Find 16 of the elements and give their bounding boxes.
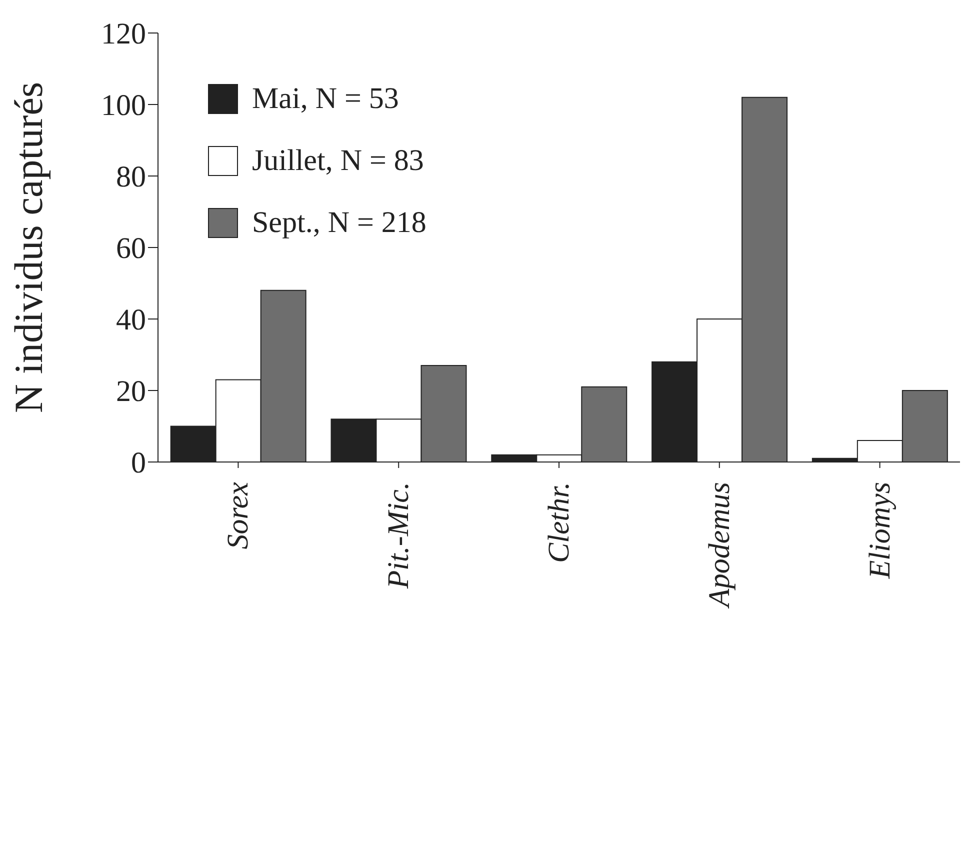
x-tick-label: Clethr. bbox=[542, 482, 576, 563]
y-tick-label: 0 bbox=[131, 446, 146, 480]
legend-label: Juillet, N = 83 bbox=[252, 144, 424, 178]
y-tick-label: 100 bbox=[101, 89, 146, 122]
x-tick-label: Apodemus bbox=[702, 482, 736, 609]
legend-label: Mai, N = 53 bbox=[252, 82, 399, 116]
y-axis-title: N individus capturés bbox=[6, 82, 52, 414]
y-tick-label: 20 bbox=[116, 375, 146, 408]
y-tick-label: 80 bbox=[116, 160, 146, 194]
x-tick-label: Sorex bbox=[222, 481, 255, 550]
y-tick-label: 120 bbox=[101, 18, 146, 51]
x-tick-label: Pit.-Mic. bbox=[382, 482, 416, 590]
legend-label: Sept., N = 218 bbox=[252, 206, 426, 240]
x-tick-label: Eliomys bbox=[863, 482, 896, 580]
y-tick-label: 60 bbox=[116, 232, 146, 266]
y-tick-label: 40 bbox=[116, 304, 146, 337]
